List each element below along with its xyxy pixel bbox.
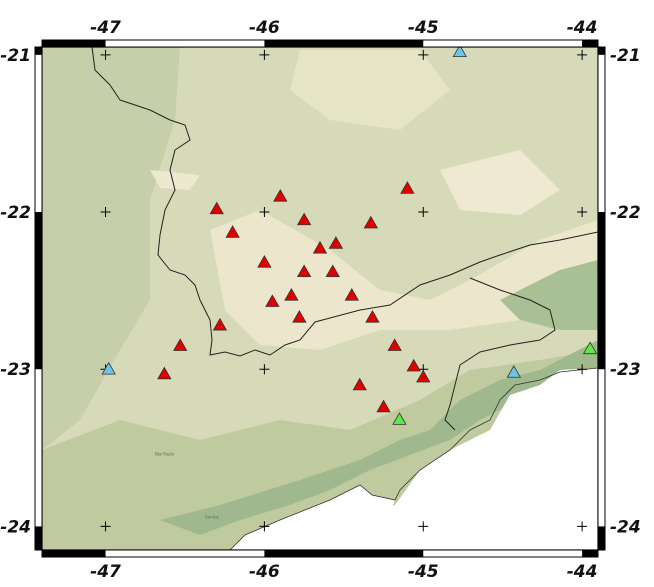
station-red-triangle (209, 201, 224, 215)
station-red-triangle (273, 189, 288, 202)
place-label: Santos (205, 515, 219, 520)
x-tick-label-bottom: -45 (408, 562, 439, 582)
station-red-triangle (344, 288, 359, 301)
x-tick-label-bottom: -44 (567, 562, 598, 582)
frame-segment (598, 212, 605, 370)
terrain-highland (440, 150, 560, 215)
x-tick-label-top: -44 (567, 18, 598, 38)
frame-segment (598, 47, 605, 55)
grid-cross (259, 207, 270, 218)
frame-segment (582, 40, 598, 47)
station-red-triangle (312, 240, 328, 254)
station-red-triangle (296, 212, 312, 226)
y-tick-label-left: -22 (0, 203, 31, 223)
frame-segment (582, 550, 598, 557)
y-tick-label-left: -21 (0, 46, 31, 66)
grid-cross (100, 207, 111, 218)
frame-segment (42, 40, 106, 47)
grid-cross (259, 521, 270, 532)
station-red-triangle (157, 366, 172, 380)
grid-cross (577, 49, 588, 60)
state-border (91, 47, 598, 357)
station-red-triangle (387, 338, 402, 351)
frame-segment (42, 550, 106, 557)
x-tick-label-bottom: -46 (249, 562, 280, 582)
station-blue-triangle (101, 361, 116, 375)
station-red-triangle (363, 215, 379, 229)
frame-segment (264, 550, 424, 557)
station-red-triangle (284, 288, 299, 301)
station-red-triangle (225, 225, 240, 238)
station-red-triangle (212, 317, 228, 331)
station-red-triangle (376, 399, 391, 413)
x-tick-label-top: -46 (249, 18, 280, 38)
grid-cross (577, 207, 588, 218)
x-tick-label-top: -45 (408, 18, 439, 38)
x-tick-label-bottom: -47 (90, 562, 121, 582)
grid-cross (418, 521, 429, 532)
y-tick-label-left: -23 (0, 360, 31, 380)
station-red-triangle (365, 310, 380, 323)
station-red-triangle (296, 264, 312, 278)
place-labels: São Paulo Santos (155, 452, 219, 520)
station-red-triangle (416, 369, 431, 383)
station-blue-triangle (452, 47, 467, 57)
y-tick-label-right: -23 (610, 360, 641, 380)
station-red-triangle (173, 338, 188, 351)
frame-segment (35, 212, 42, 370)
tick-labels: -47 -47 -46 -46 -45 -45 -44 -44 -21 -21 -22 -22 -23 -… (0, 18, 640, 582)
y-tick-label-right: -24 (610, 517, 641, 537)
x-tick-label-top: -47 (90, 18, 121, 38)
grid-cross (577, 364, 588, 375)
y-tick-label-right: -22 (610, 203, 641, 223)
y-tick-label-left: -24 (0, 517, 31, 537)
grid-cross (100, 521, 111, 532)
grid-cross (418, 49, 429, 60)
place-label: São Paulo (155, 452, 175, 457)
station-red-triangle (292, 310, 307, 323)
station-red-triangle (328, 236, 344, 249)
station-red-triangle (352, 377, 367, 391)
frame-segment (264, 40, 424, 47)
terrain-coastal (500, 260, 598, 330)
stations (101, 47, 598, 425)
station-red-triangle (400, 181, 415, 194)
station-red-triangle (406, 358, 421, 372)
y-tick-label-right: -21 (610, 46, 641, 66)
terrain-highland (150, 170, 200, 190)
grid-cross (259, 364, 270, 375)
station-green-triangle (582, 341, 598, 355)
station-red-triangle (257, 255, 272, 268)
station-green-triangle (392, 412, 407, 425)
frame-segment (35, 47, 42, 55)
terrain-coastal (160, 340, 598, 535)
grid-cross (577, 521, 588, 532)
map-frame (34, 39, 606, 558)
map-canvas: São Paulo Santos (42, 47, 598, 550)
station-blue-triangle (506, 365, 521, 378)
terrain-highland (210, 210, 598, 350)
frame-segment (35, 526, 42, 550)
coastline (229, 367, 598, 550)
station-red-triangle (265, 294, 280, 307)
terrain-lowland (42, 47, 180, 450)
state-border (444, 277, 556, 431)
grid-cross (100, 49, 111, 60)
grid-cross (418, 207, 429, 218)
ocean (230, 368, 598, 550)
frame-segment (598, 526, 605, 550)
terrain-highland (290, 50, 450, 130)
station-red-triangle (325, 264, 340, 278)
grid-cross (259, 49, 270, 60)
